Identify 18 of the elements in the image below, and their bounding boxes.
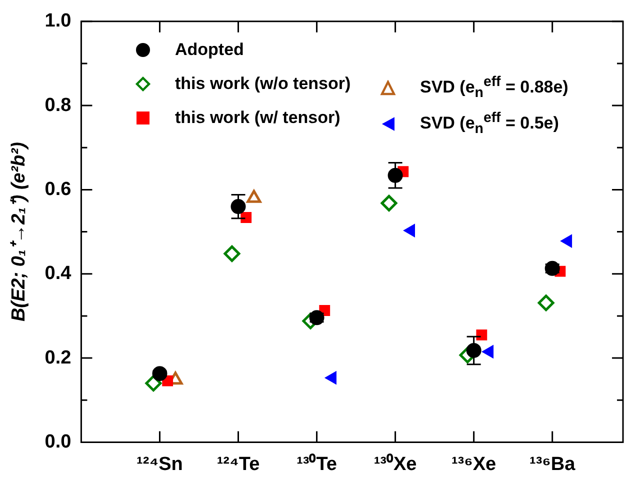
legend-label: this work (w/o tensor): [175, 74, 351, 94]
x-tick-label: ¹³⁶Ba: [529, 454, 576, 475]
y-tick-label: 0.0: [44, 431, 72, 452]
legend-label: Adopted: [175, 40, 244, 60]
y-tick-label: 1.0: [44, 10, 72, 32]
x-tick-label: ¹³⁰Te: [296, 452, 337, 475]
x-tick-label: ¹³⁶Xe: [451, 454, 496, 475]
legend-label: SVD (e$_{n}$$^{eff}$ = 0.5e): [420, 110, 559, 138]
legend-label: SVD (e$_{n}$$^{eff}$ = 0.88e): [420, 74, 568, 102]
y-tick-label: 0.4: [44, 263, 72, 284]
x-tick-label: ¹²⁴Te: [216, 454, 260, 475]
y-axis-title: B(E2; 0₁⁺→2₁⁺) (e²b²): [8, 142, 30, 322]
x-tick-label: ¹³⁰Xe: [374, 452, 417, 475]
y-tick-label: 0.2: [44, 347, 72, 368]
x-tick-label: ¹²⁴Sn: [136, 454, 183, 475]
legend-label: this work (w/ tensor): [175, 108, 340, 128]
y-tick-label: 0.8: [44, 94, 72, 116]
y-tick-label: 0.6: [44, 178, 72, 200]
